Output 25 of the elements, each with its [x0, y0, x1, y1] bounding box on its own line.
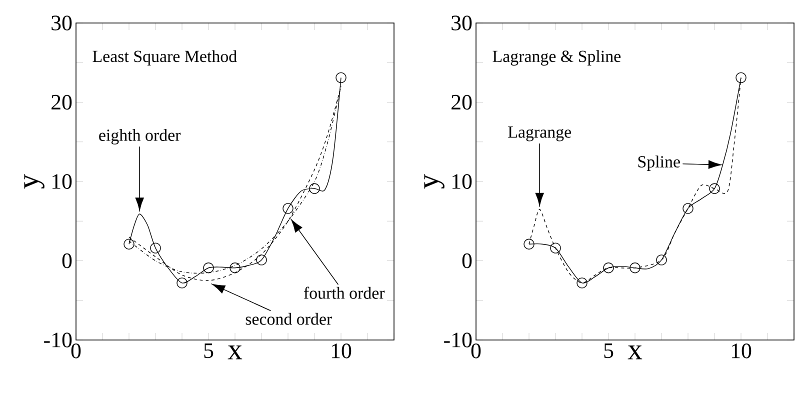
y-axis-title: y: [424, 174, 444, 189]
y-tick-label: 0: [462, 253, 472, 268]
y-tick-label: 30: [452, 16, 472, 30]
x-tick-label: 5: [604, 344, 614, 358]
annotation: eighth order: [99, 129, 181, 144]
x-axis-title: x: [228, 346, 242, 360]
text: Least Square Method: [92, 50, 237, 66]
y-tick-label: 0: [62, 253, 72, 268]
annotation: Spline: [638, 156, 680, 171]
y-tick-label: 20: [52, 94, 72, 110]
y-tick-label: -10: [44, 332, 72, 348]
y-tick-label: 30: [52, 16, 72, 30]
text: Lagrange & Spline: [492, 50, 621, 66]
y-axis-title: y: [24, 174, 44, 189]
x-axis-title: x: [628, 346, 642, 360]
annotation: fourth order: [304, 286, 385, 299]
y-tick-label: -10: [444, 332, 472, 348]
annotation: second order: [246, 312, 332, 325]
annotation: Lagrange: [508, 126, 572, 142]
x-tick-label: 10: [332, 344, 352, 358]
y-tick-label: 10: [452, 174, 472, 189]
x-tick-label: 5: [204, 344, 214, 358]
y-tick-label: 10: [52, 174, 72, 189]
y-tick-label: 20: [452, 94, 472, 110]
x-tick-label: 10: [732, 344, 752, 358]
